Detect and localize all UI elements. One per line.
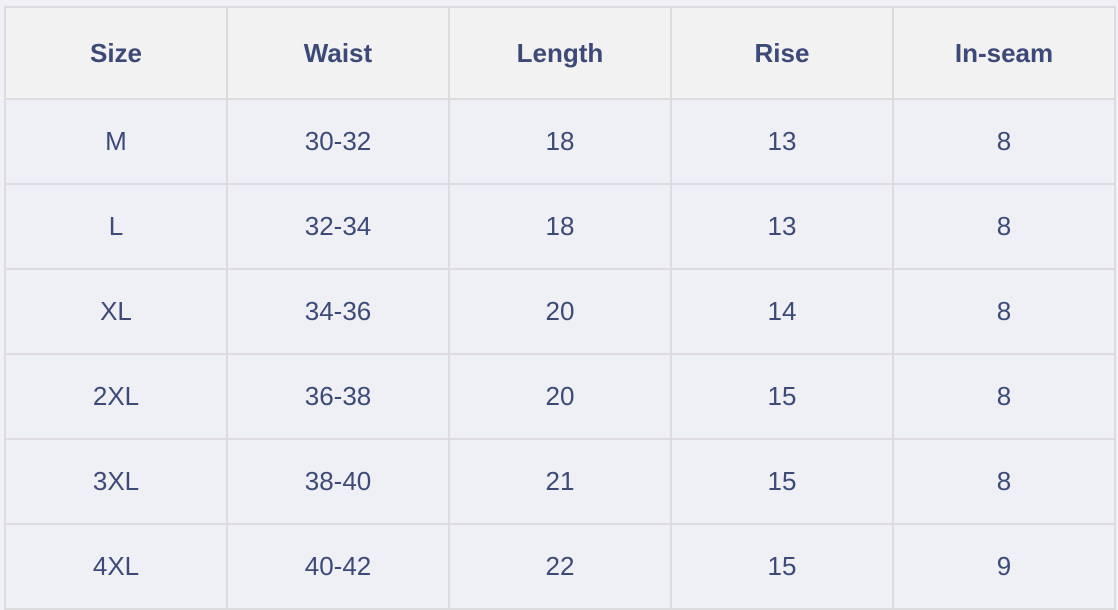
table-cell: 8 (892, 98, 1116, 185)
table-row: L 32-34 18 13 8 (4, 183, 1116, 270)
column-header-size: Size (4, 6, 228, 100)
column-header-length: Length (448, 6, 672, 100)
table-cell: 21 (448, 438, 672, 525)
table-row: XL 34-36 20 14 8 (4, 268, 1116, 355)
table-cell: L (4, 183, 228, 270)
table-cell: 8 (892, 353, 1116, 440)
table-cell: 30-32 (226, 98, 450, 185)
table-cell: XL (4, 268, 228, 355)
table-cell: 32-34 (226, 183, 450, 270)
table-cell: 36-38 (226, 353, 450, 440)
table-cell: 8 (892, 268, 1116, 355)
table-cell: M (4, 98, 228, 185)
table-cell: 8 (892, 438, 1116, 525)
table-cell: 2XL (4, 353, 228, 440)
table-cell: 15 (670, 438, 894, 525)
table-cell: 14 (670, 268, 894, 355)
table-cell: 18 (448, 98, 672, 185)
table-row: 2XL 36-38 20 15 8 (4, 353, 1116, 440)
table-cell: 20 (448, 268, 672, 355)
column-header-waist: Waist (226, 6, 450, 100)
table-row: M 30-32 18 13 8 (4, 98, 1116, 185)
table-cell: 8 (892, 183, 1116, 270)
table-cell: 15 (670, 353, 894, 440)
table-row: 4XL 40-42 22 15 9 (4, 523, 1116, 610)
column-header-in-seam: In-seam (892, 6, 1116, 100)
table-cell: 34-36 (226, 268, 450, 355)
table-cell: 18 (448, 183, 672, 270)
table-cell: 22 (448, 523, 672, 610)
table-cell: 15 (670, 523, 894, 610)
table-cell: 13 (670, 98, 894, 185)
table-cell: 40-42 (226, 523, 450, 610)
table-cell: 4XL (4, 523, 228, 610)
table-cell: 38-40 (226, 438, 450, 525)
header-row: Size Waist Length Rise In-seam (4, 6, 1116, 100)
table-row: 3XL 38-40 21 15 8 (4, 438, 1116, 525)
table-cell: 13 (670, 183, 894, 270)
table-cell: 3XL (4, 438, 228, 525)
size-chart-table: Size Waist Length Rise In-seam M 30-32 18 13 8 L 3… (4, 6, 1116, 610)
column-header-rise: Rise (670, 6, 894, 100)
table-cell: 20 (448, 353, 672, 440)
table-cell: 9 (892, 523, 1116, 610)
